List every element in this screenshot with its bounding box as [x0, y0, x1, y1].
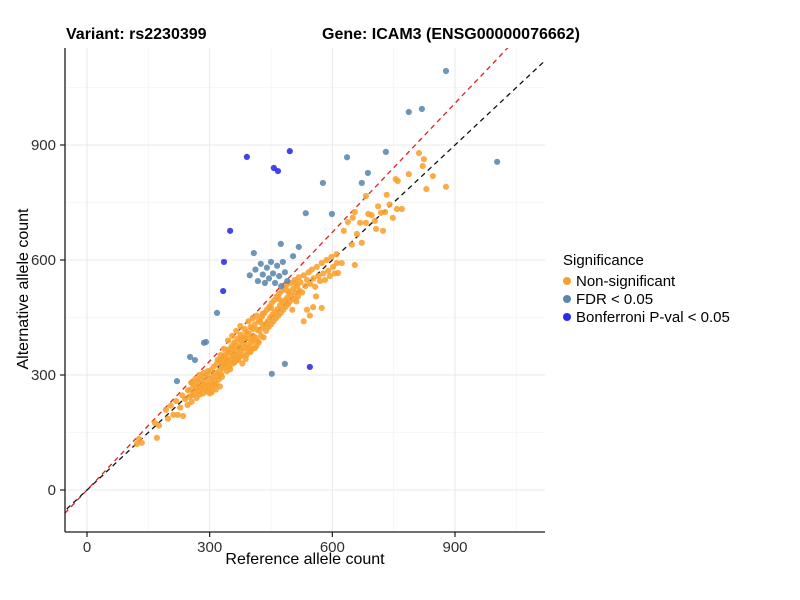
series-non-significant [133, 149, 450, 448]
plot-title-gene: Gene: ICAM3 (ENSG00000076662) [322, 26, 580, 43]
x-tick-label: 300 [197, 539, 222, 556]
axes: 0 300 600 900 0 300 600 900 [31, 48, 545, 556]
x-axis-title: Reference allele count [225, 551, 385, 568]
x-tick-label: 600 [320, 539, 345, 556]
gridlines [65, 48, 545, 532]
bonferroni-dot-icon [563, 313, 571, 321]
plot-title-variant: Variant: rs2230399 [66, 26, 207, 43]
legend-item-label: Bonferroni P-val < 0.05 [576, 308, 730, 326]
x-tick-label: 900 [442, 539, 467, 556]
fdr-dot-icon [563, 295, 571, 303]
legend-item-label: FDR < 0.05 [576, 290, 654, 308]
y-tick-label: 600 [31, 252, 56, 269]
reference-lines [65, 48, 545, 515]
legend-item-fdr: FDR < 0.05 [563, 290, 730, 308]
legend-title: Significance [563, 252, 644, 269]
y-axis-title: Alternative allele count [15, 208, 32, 370]
y-tick-label: 900 [31, 137, 56, 154]
series-fdr-0-05 [173, 67, 501, 385]
y-tick-label: 0 [48, 482, 56, 499]
scatter-points [133, 67, 501, 448]
legend-item-non-significant: Non-significant [563, 272, 730, 290]
legend: Significance Non-significant FDR < 0.05 … [563, 252, 730, 326]
x-tick-label: 0 [83, 539, 91, 556]
series-bonferroni-p-val-0-05 [220, 148, 313, 371]
ratio-fit-line [65, 48, 509, 515]
y-tick-label: 300 [31, 367, 56, 384]
legend-item-label: Non-significant [576, 272, 676, 290]
non-significant-dot-icon [563, 277, 571, 285]
legend-item-bonferroni: Bonferroni P-val < 0.05 [563, 308, 730, 326]
